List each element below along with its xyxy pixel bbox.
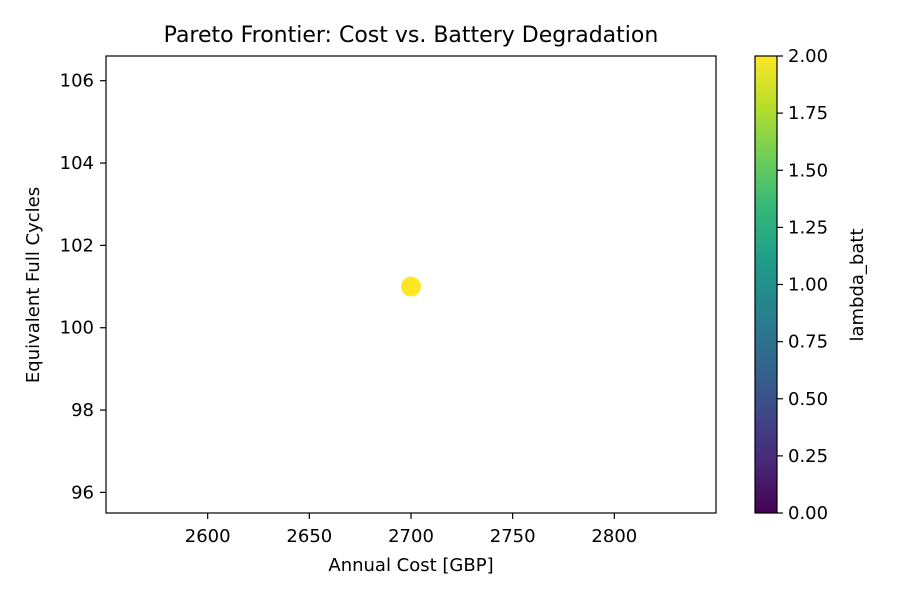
x-axis: 2600 2650 2700 2750 2800 — [185, 513, 637, 547]
plot-area: 2600 2650 2700 2750 2800 96 98 100 102 104 106 — [60, 55, 717, 547]
x-tick-label: 2600 — [185, 526, 231, 547]
chart-title: Pareto Frontier: Cost vs. Battery Degrad… — [164, 23, 659, 48]
y-tick-label: 98 — [71, 400, 94, 421]
colorbar-ticks: 0.00 0.25 0.50 0.75 1.00 1.25 1.50 1.75 2.00 — [777, 46, 828, 524]
colorbar-tick-label: 1.75 — [788, 103, 828, 124]
x-tick-label: 2750 — [490, 526, 536, 547]
y-axis-label: Equivalent Full Cycles — [23, 187, 44, 383]
x-tick-label: 2800 — [591, 526, 637, 547]
y-tick-label: 100 — [60, 318, 94, 339]
colorbar-tick-label: 1.50 — [788, 160, 828, 181]
colorbar: 0.00 0.25 0.50 0.75 1.00 1.25 1.50 1.75 2.00 lam… — [754, 46, 868, 524]
y-tick-label: 96 — [71, 482, 94, 503]
y-axis: 96 98 100 102 104 106 — [60, 71, 106, 503]
y-tick-label: 102 — [60, 235, 94, 256]
colorbar-gradient — [754, 55, 778, 514]
colorbar-tick-label: 0.50 — [788, 389, 828, 410]
colorbar-tick-label: 0.00 — [788, 503, 828, 524]
y-tick-label: 104 — [60, 153, 94, 174]
y-tick-label: 106 — [60, 71, 94, 92]
data-points — [401, 276, 421, 297]
colorbar-label: lambda_batt — [847, 228, 868, 341]
colorbar-tick-label: 0.25 — [788, 446, 828, 467]
x-tick-label: 2700 — [388, 526, 434, 547]
colorbar-tick-label: 2.00 — [788, 46, 828, 67]
colorbar-tick-label: 1.25 — [788, 217, 828, 238]
x-axis-label: Annual Cost [GBP] — [328, 555, 493, 576]
colorbar-tick-label: 0.75 — [788, 332, 828, 353]
colorbar-tick-label: 1.00 — [788, 275, 828, 296]
x-tick-label: 2650 — [286, 526, 332, 547]
scatter-point — [401, 276, 421, 297]
